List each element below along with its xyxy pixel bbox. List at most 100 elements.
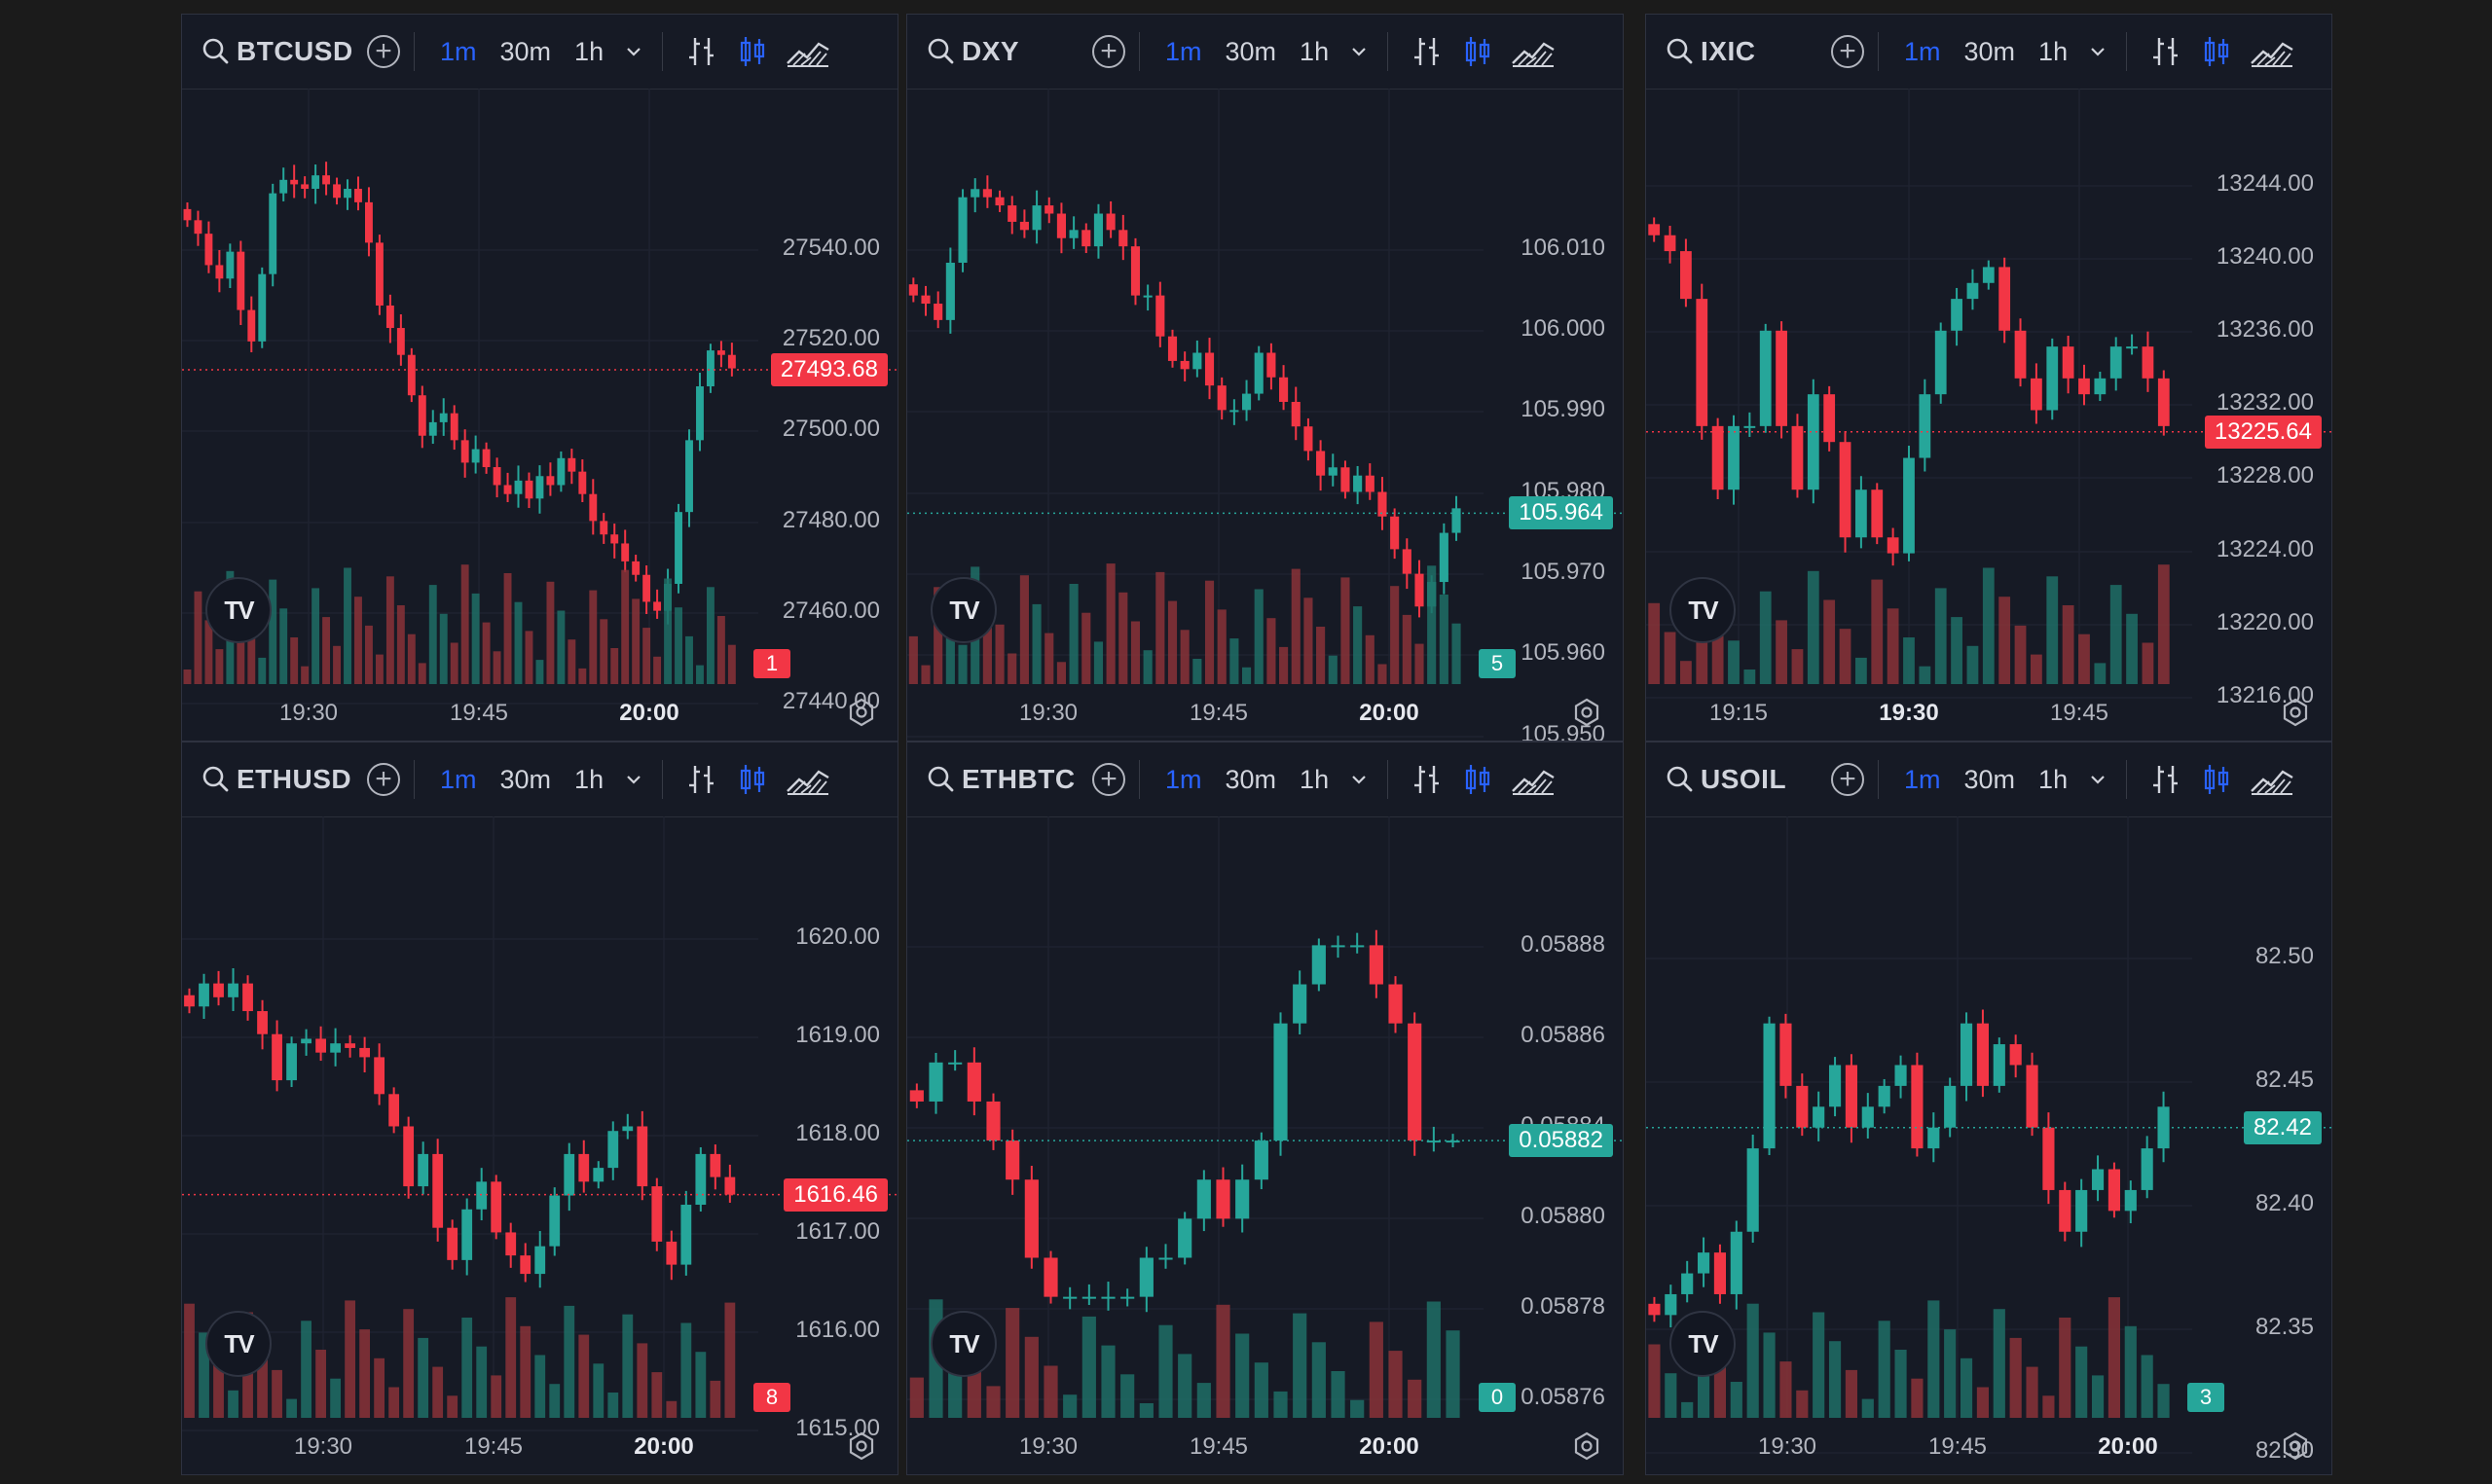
bar-chart-icon[interactable]	[1410, 34, 1445, 69]
volume-bar	[1019, 575, 1029, 684]
candles-icon[interactable]	[2199, 34, 2234, 69]
volume-bar	[258, 657, 267, 684]
bar-chart-icon[interactable]	[684, 762, 719, 797]
add-compare-icon[interactable]: +	[1831, 763, 1864, 796]
x-axis-tick: 19:45	[1189, 700, 1249, 726]
candle-body	[1081, 230, 1091, 247]
timeframe-30m[interactable]: 30m	[499, 36, 552, 66]
timeframe-1h[interactable]: 1h	[2038, 36, 2069, 66]
chevron-down-icon[interactable]	[2087, 41, 2108, 62]
chart-svg[interactable]	[182, 816, 898, 1475]
chevron-down-icon[interactable]	[623, 769, 644, 790]
timeframe-1h[interactable]: 1h	[574, 764, 605, 794]
add-compare-icon[interactable]: +	[367, 763, 400, 796]
symbol-name: BTCUSD	[237, 36, 353, 66]
chart-widget-ethbtc[interactable]: ETHBTC +1m 30m 1h 0.058880.058860.058840.058…	[906, 742, 1624, 1475]
candle-body	[685, 440, 693, 513]
chevron-down-icon[interactable]	[1348, 769, 1370, 790]
chart-widget-dxy[interactable]: DXY +1m 30m 1h 106.010 106.000 105.990 105.980 1…	[906, 14, 1624, 742]
symbol-search-button[interactable]: BTCUSD	[182, 15, 357, 89]
volume-bar	[1839, 629, 1851, 684]
timeframe-1h[interactable]: 1h	[2038, 764, 2069, 794]
chart-svg[interactable]	[907, 816, 1624, 1475]
candle-body	[286, 1043, 297, 1081]
countdown-badge: 1	[753, 649, 790, 678]
chart-widget-btcusd[interactable]: BTCUSD +1m 30m 1h 27540.00 27520.00 27500.00 27…	[181, 14, 898, 742]
candle-body	[1273, 1023, 1288, 1141]
chart-area[interactable]: 13244.00 13240.00 13236.00 13232.00 13228.00…	[1646, 89, 2331, 741]
y-axis-tick: 13232.00	[2216, 389, 2314, 416]
chart-area[interactable]: 1620.00 1619.00 1618.00 1617.00 1616.00 1615.…	[182, 816, 898, 1474]
symbol-search-button[interactable]: ETHUSD	[182, 742, 357, 816]
timeframe-1m[interactable]: 1m	[1904, 764, 1941, 794]
tradingview-logo[interactable]: TV	[1669, 577, 1736, 643]
candles-icon[interactable]	[1460, 762, 1495, 797]
timeframe-30m[interactable]: 30m	[499, 764, 552, 794]
chevron-down-icon[interactable]	[623, 41, 644, 62]
volume-bar	[568, 639, 576, 684]
timeframe-30m[interactable]: 30m	[1963, 764, 2016, 794]
timeframe-1m[interactable]: 1m	[1165, 36, 1202, 66]
timeframe-30m[interactable]: 30m	[1225, 36, 1277, 66]
tradingview-logo[interactable]: TV	[205, 577, 272, 643]
bar-chart-icon[interactable]	[2148, 762, 2183, 797]
timeframe-1m[interactable]: 1m	[440, 36, 477, 66]
symbol-search-button[interactable]: IXIC	[1646, 15, 1821, 89]
symbol-search-button[interactable]: DXY	[907, 15, 1082, 89]
tradingview-logo[interactable]: TV	[931, 577, 997, 643]
candle-body	[514, 480, 523, 494]
candles-icon[interactable]	[2199, 762, 2234, 797]
candle-body	[257, 1011, 268, 1034]
area-chart-icon[interactable]	[786, 34, 830, 69]
chevron-down-icon[interactable]	[1348, 41, 1370, 62]
bar-chart-icon[interactable]	[684, 34, 719, 69]
tradingview-logo[interactable]: TV	[931, 1311, 997, 1377]
candle-body	[204, 234, 213, 266]
symbol-name: IXIC	[1701, 36, 1756, 66]
symbol-search-button[interactable]: USOIL	[1646, 742, 1821, 816]
timeframe-1h[interactable]: 1h	[574, 36, 605, 66]
area-chart-icon[interactable]	[1511, 34, 1556, 69]
chart-svg[interactable]	[1646, 816, 2332, 1475]
area-chart-icon[interactable]	[2250, 34, 2294, 69]
candles-icon[interactable]	[735, 34, 770, 69]
chart-widget-ethusd[interactable]: ETHUSD +1m 30m 1h 1620.00 1619.00 1618.00 1617.…	[181, 742, 898, 1475]
chart-widget-ixic[interactable]: IXIC +1m 30m 1h 13244.00 13240.00 13236.00 1323…	[1645, 14, 2332, 742]
add-compare-icon[interactable]: +	[1092, 35, 1125, 68]
bar-chart-icon[interactable]	[2148, 34, 2183, 69]
chart-area[interactable]: 27540.00 27520.00 27500.00 27480.00 27460.00…	[182, 89, 898, 741]
area-chart-icon[interactable]	[1511, 762, 1556, 797]
timeframe-1m[interactable]: 1m	[1165, 764, 1202, 794]
add-compare-icon[interactable]: +	[367, 35, 400, 68]
chart-area[interactable]: 82.50 82.45 82.40 82.35 82.30 82.42 3 TV 19:30 19…	[1646, 816, 2331, 1474]
chevron-down-icon[interactable]	[2087, 769, 2108, 790]
add-compare-icon[interactable]: +	[1092, 763, 1125, 796]
area-chart-icon[interactable]	[2250, 762, 2294, 797]
chart-area[interactable]: 0.058880.058860.058840.058800.058780.058…	[907, 816, 1623, 1474]
volume-bar	[1887, 608, 1899, 684]
chart-area[interactable]: 106.010 106.000 105.990 105.980 105.970 105.9…	[907, 89, 1623, 741]
timeframe-1m[interactable]: 1m	[1904, 36, 1941, 66]
bar-chart-icon[interactable]	[1410, 762, 1445, 797]
candles-icon[interactable]	[735, 762, 770, 797]
timeframe-1m[interactable]: 1m	[440, 764, 477, 794]
chart-svg[interactable]	[182, 89, 898, 742]
area-chart-icon[interactable]	[786, 762, 830, 797]
tradingview-logo[interactable]: TV	[1669, 1311, 1736, 1377]
volume-bar	[651, 1372, 663, 1418]
volume-bar	[710, 1380, 721, 1418]
timeframe-30m[interactable]: 30m	[1963, 36, 2016, 66]
timeframe-1h[interactable]: 1h	[1300, 764, 1330, 794]
timeframe-1h[interactable]: 1h	[1300, 36, 1330, 66]
chart-svg[interactable]	[1646, 89, 2332, 742]
chart-widget-usoil[interactable]: USOIL +1m 30m 1h 82.50 82.45 82.40 82.35 82.30 82…	[1645, 742, 2332, 1475]
timeframe-30m[interactable]: 30m	[1225, 764, 1277, 794]
volume-bar	[622, 1314, 634, 1418]
volume-bar	[432, 1366, 444, 1418]
symbol-search-button[interactable]: ETHBTC	[907, 742, 1082, 816]
add-compare-icon[interactable]: +	[1831, 35, 1864, 68]
chart-svg[interactable]	[907, 89, 1624, 742]
tradingview-logo[interactable]: TV	[205, 1311, 272, 1377]
toolbar-divider	[414, 32, 415, 71]
candles-icon[interactable]	[1460, 34, 1495, 69]
